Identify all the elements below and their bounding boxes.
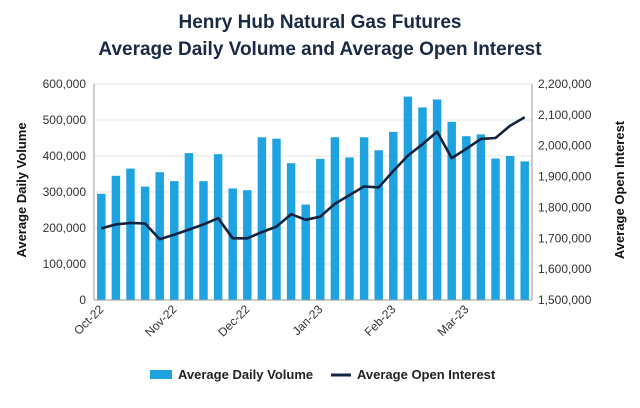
volume-bar [213, 154, 223, 300]
y-tick-label-right: 1,700,000 [538, 231, 592, 245]
volume-bar [243, 190, 252, 300]
volume-bar [505, 156, 515, 300]
y-tick-label-right: 1,800,000 [538, 200, 592, 214]
volume-bar [330, 137, 340, 300]
axes [93, 84, 533, 301]
volume-bar [97, 193, 106, 300]
volume-bar [462, 136, 471, 300]
left-tick-labels: 0 100,000 200,000 300,000 400,000 500,000 600,… [43, 77, 87, 307]
y-tick-label-right: 2,000,000 [538, 139, 592, 153]
y-tick-label-right: 2,100,000 [538, 108, 592, 122]
volume-bar [170, 181, 179, 300]
volume-bar [316, 158, 325, 300]
volume-bar [140, 186, 150, 300]
open-interest-line-group [100, 116, 526, 241]
legend-open-interest-label: Average Open Interest [357, 367, 496, 382]
x-tick-label: Nov-22 [142, 302, 179, 339]
legend-volume-swatch [150, 370, 172, 379]
chart-title-line-2: Average Daily Volume and Average Open In… [98, 39, 542, 60]
y-axis-label-left: Average Daily Volume [14, 122, 29, 257]
volume-bar [389, 131, 398, 300]
volume-bar [286, 163, 296, 300]
volume-bar [418, 107, 427, 301]
open-interest-line [100, 116, 526, 241]
legend-volume-label: Average Daily Volume [178, 367, 313, 382]
y-axis-label-right: Average Open Interest [612, 120, 627, 259]
volume-bar [301, 204, 310, 300]
y-tick-label-left: 600,000 [43, 77, 87, 91]
chart-title-line-1: Henry Hub Natural Gas Futures [179, 12, 462, 33]
volume-bar [257, 137, 267, 300]
x-tick-label: Dec-22 [215, 302, 252, 339]
y-tick-label-left: 400,000 [43, 149, 87, 163]
grid-lines [94, 83, 532, 265]
x-tick-labels: Oct-22 Nov-22 Dec-22 Jan-23 Feb-23 Mar-23 [71, 302, 472, 339]
volume-bar [359, 137, 369, 300]
volume-bar [403, 96, 413, 300]
volume-bars [97, 96, 529, 301]
volume-bar [111, 175, 121, 300]
volume-bar [520, 161, 529, 300]
volume-bar [432, 99, 442, 300]
y-tick-label-right: 2,200,000 [538, 77, 592, 91]
y-tick-label-left: 0 [79, 293, 86, 307]
volume-bar [126, 168, 135, 300]
volume-bar [199, 181, 208, 300]
legend: Average Daily Volume Average Open Intere… [150, 367, 496, 382]
volume-bar [155, 172, 164, 300]
right-tick-labels: 1,500,000 1,600,000 1,700,000 1,800,000 1,90… [538, 77, 592, 307]
volume-bar [447, 121, 456, 300]
y-tick-label-right: 1,600,000 [538, 262, 592, 276]
volume-bar [345, 157, 354, 300]
y-tick-label-right: 1,500,000 [538, 293, 592, 307]
y-tick-label-left: 200,000 [43, 221, 87, 235]
x-tick-label: Feb-23 [362, 302, 399, 339]
x-tick-label: Oct-22 [71, 302, 107, 338]
y-tick-label-right: 1,900,000 [538, 170, 592, 184]
x-tick-label: Jan-23 [290, 302, 326, 338]
volume-bar [374, 150, 383, 300]
volume-bar [491, 158, 500, 300]
volume-bar [184, 153, 194, 300]
volume-bar [272, 138, 281, 300]
y-tick-label-left: 100,000 [43, 257, 87, 271]
x-tick-label: Mar-23 [435, 302, 472, 339]
volume-bar [476, 134, 486, 300]
y-tick-label-left: 500,000 [43, 113, 87, 127]
volume-bar [228, 188, 237, 300]
y-tick-label-left: 300,000 [43, 185, 87, 199]
